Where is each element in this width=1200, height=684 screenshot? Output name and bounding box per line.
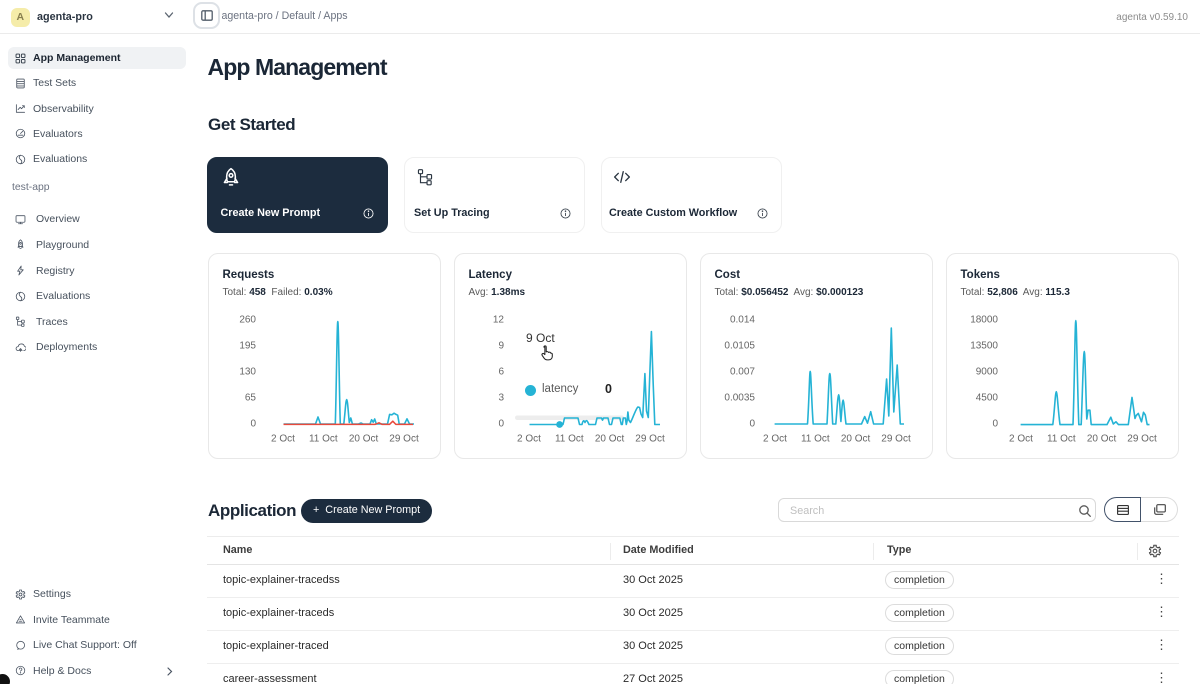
svg-text:0: 0 [498,419,504,430]
svg-text:6: 6 [498,367,504,378]
svg-text:20 Oct: 20 Oct [1087,434,1117,445]
svg-text:0.007: 0.007 [730,367,755,378]
svg-text:65: 65 [245,393,257,404]
svg-text:12: 12 [493,315,505,326]
svg-text:0.0105: 0.0105 [724,341,755,352]
svg-text:29 Oct: 29 Oct [389,434,419,445]
svg-text:11 Oct: 11 Oct [555,434,584,445]
svg-text:20 Oct: 20 Oct [349,434,379,445]
svg-text:11 Oct: 11 Oct [309,434,338,445]
svg-text:20 Oct: 20 Oct [595,434,625,445]
svg-text:29 Oct: 29 Oct [1127,434,1157,445]
svg-text:29 Oct: 29 Oct [635,434,665,445]
svg-text:9: 9 [498,341,504,352]
svg-text:29 Oct: 29 Oct [881,434,911,445]
svg-text:4500: 4500 [976,393,999,404]
svg-text:13500: 13500 [970,341,998,352]
svg-text:0.0035: 0.0035 [724,393,755,404]
svg-text:3: 3 [498,393,504,404]
svg-text:130: 130 [239,367,256,378]
svg-text:11 Oct: 11 Oct [1047,434,1076,445]
svg-text:9000: 9000 [976,367,999,378]
svg-text:0.014: 0.014 [730,315,755,326]
svg-text:2 Oct: 2 Oct [1009,434,1033,445]
svg-text:2 Oct: 2 Oct [763,434,787,445]
svg-text:0: 0 [749,419,755,430]
svg-text:18000: 18000 [970,315,998,326]
svg-text:20 Oct: 20 Oct [841,434,871,445]
svg-text:260: 260 [239,315,256,326]
svg-text:195: 195 [239,341,256,352]
svg-text:0: 0 [250,419,256,430]
svg-text:2 Oct: 2 Oct [271,434,295,445]
svg-text:0: 0 [992,419,998,430]
svg-text:11 Oct: 11 Oct [801,434,830,445]
svg-text:2 Oct: 2 Oct [517,434,541,445]
